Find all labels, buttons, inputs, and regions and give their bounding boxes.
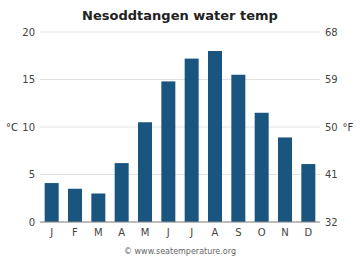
x-tick-label: J xyxy=(189,227,193,238)
bar xyxy=(138,122,152,222)
bar xyxy=(185,59,199,222)
x-tick-label: N xyxy=(281,227,288,238)
bar xyxy=(161,81,175,222)
title: Nesoddtangen water temp xyxy=(82,8,278,23)
bar xyxy=(278,137,292,222)
y2-tick-label: 32 xyxy=(325,217,338,228)
y-tick-label: 20 xyxy=(22,27,35,38)
x-tick-label: F xyxy=(72,227,78,238)
x-tick-label: A xyxy=(212,227,219,238)
x-axis-line xyxy=(40,222,320,223)
y2-axis-label: °F xyxy=(343,122,354,133)
bar xyxy=(115,163,129,222)
y2-tick-label: 68 xyxy=(325,27,338,38)
y-tick-label: 5 xyxy=(29,169,35,180)
watermark: © www.seatemperature.org xyxy=(124,247,236,256)
x-tick-label: J xyxy=(166,227,170,238)
grid-line xyxy=(40,127,320,128)
y-tick-label: 10 xyxy=(22,122,35,133)
bars xyxy=(45,51,316,222)
y2-tick-label: 50 xyxy=(325,122,338,133)
x-tick-label: A xyxy=(118,227,125,238)
y2-tick-label: 59 xyxy=(325,74,338,85)
bar xyxy=(45,183,59,222)
y2-tick-label: 41 xyxy=(325,169,338,180)
y-axis-label: °C xyxy=(6,122,18,133)
grid-line xyxy=(40,222,320,223)
chart: Nesoddtangen water temp 0 5 10 15 20 32 41 50 59 6… xyxy=(0,0,360,260)
bar xyxy=(68,189,82,222)
x-tick-label: D xyxy=(304,227,312,238)
x-tick-label: O xyxy=(258,227,266,238)
grid xyxy=(40,32,320,222)
bar xyxy=(208,51,222,222)
bar xyxy=(301,164,315,222)
bar xyxy=(255,113,269,222)
x-tick-label: S xyxy=(235,227,241,238)
x-tick-label: M xyxy=(94,227,103,238)
bar xyxy=(91,194,105,223)
x-tick-label: M xyxy=(141,227,150,238)
y-tick-label: 15 xyxy=(22,74,35,85)
grid-line xyxy=(40,32,320,33)
grid-line xyxy=(40,79,320,80)
y-tick-label: 0 xyxy=(29,217,35,228)
bar xyxy=(231,75,245,222)
x-tick-label: J xyxy=(49,227,53,238)
